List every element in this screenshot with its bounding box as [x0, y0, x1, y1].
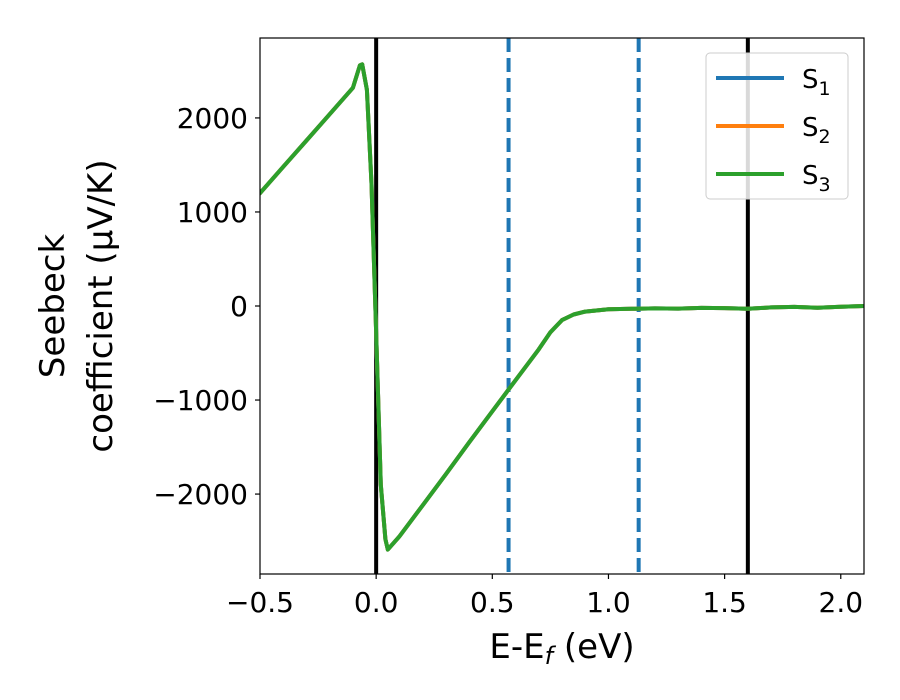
y-axis-label-line-1: Seebeck — [33, 234, 73, 379]
y-tick-label: −2000 — [153, 478, 248, 511]
y-tick-label: −1000 — [153, 384, 248, 417]
x-axis-label: E-Ef (eV) — [489, 627, 634, 670]
x-tick-label: 2.0 — [819, 586, 864, 619]
y-axis-ticks: 2000 1000 0 −1000 −2000 — [153, 102, 260, 511]
y-tick-label: 0 — [230, 290, 248, 323]
x-tick-label: 0.0 — [354, 586, 399, 619]
y-tick-label: 1000 — [177, 196, 248, 229]
y-axis-label: Seebeck coefficient (μV/K) — [33, 159, 121, 452]
legend-label-1: S1 — [802, 65, 831, 100]
x-tick-label: 1.5 — [702, 586, 747, 619]
y-axis-label-line-2: coefficient (μV/K) — [81, 159, 121, 452]
x-tick-label: 0.5 — [470, 586, 515, 619]
legend-label-2: S2 — [802, 113, 831, 148]
x-tick-label: 1.0 — [586, 586, 631, 619]
legend: S1 S2 S3 — [705, 52, 849, 200]
x-tick-label: −0.5 — [226, 586, 294, 619]
series-lines — [260, 62, 864, 552]
y-tick-label: 2000 — [177, 102, 248, 135]
x-axis-ticks: −0.5 0.0 0.5 1.0 1.5 2.0 — [226, 574, 863, 619]
legend-label-3: S3 — [802, 161, 831, 196]
series-line-3 — [260, 62, 864, 552]
